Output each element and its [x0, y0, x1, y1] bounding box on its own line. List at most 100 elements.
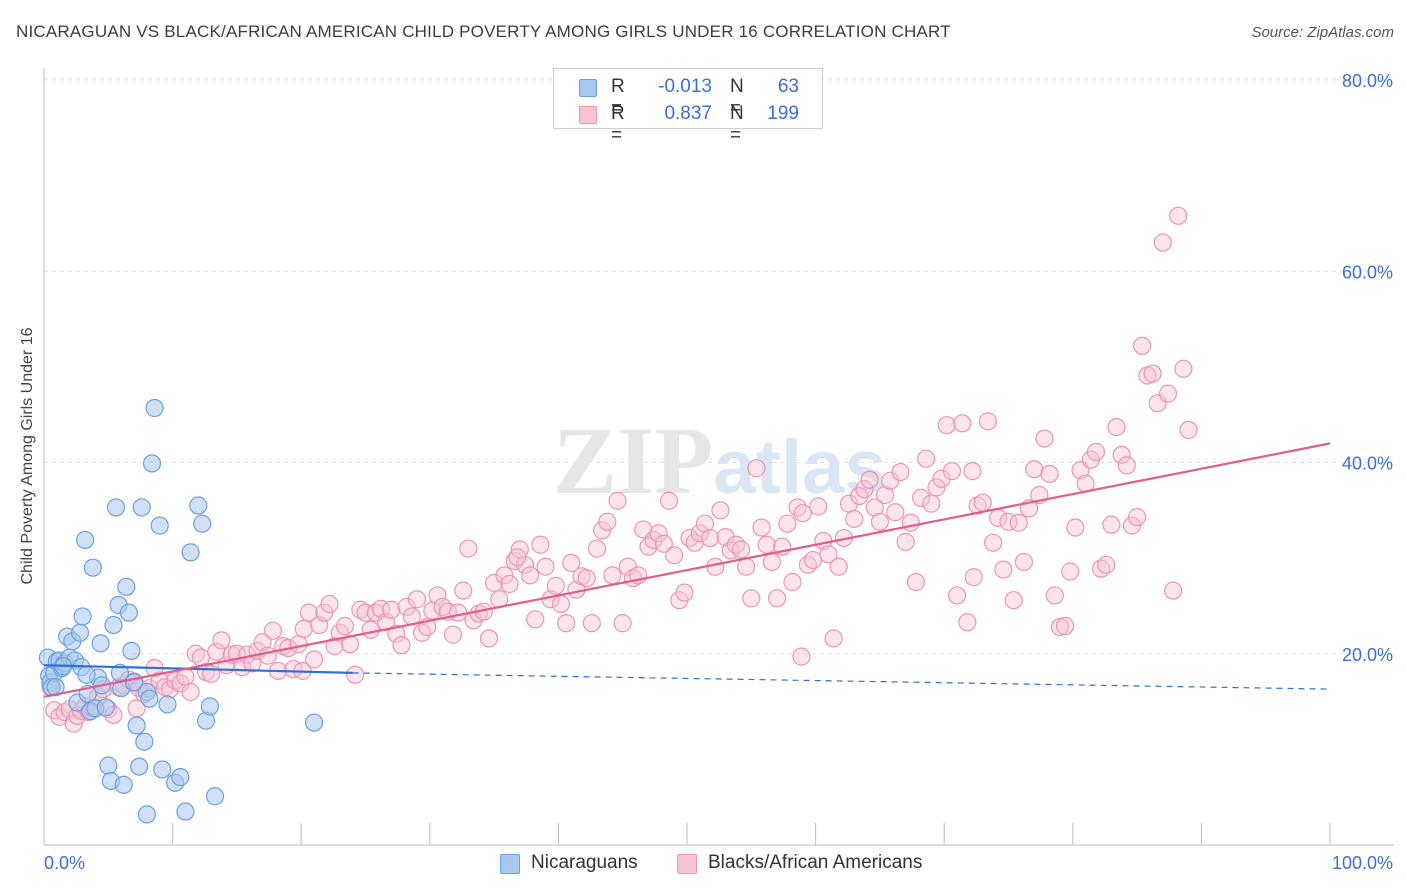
data-point-black-african-american: [1066, 518, 1085, 537]
data-point-black-african-american: [958, 613, 977, 632]
data-point-black-african-american: [608, 491, 627, 510]
data-point-black-african-american: [752, 518, 771, 537]
data-point-black-african-american: [932, 469, 951, 488]
data-point-black-african-american: [953, 414, 972, 433]
data-point-black-african-american: [711, 501, 730, 520]
data-point-black-african-american: [495, 566, 514, 585]
data-point-nicaraguan: [176, 802, 195, 821]
data-point-black-african-american: [325, 636, 344, 656]
data-point-black-african-american: [994, 560, 1013, 579]
data-point-black-african-american: [675, 583, 694, 602]
watermark-zip: ZIP: [553, 407, 713, 514]
data-point-black-african-american: [947, 586, 967, 605]
data-point-black-african-american: [855, 480, 874, 499]
data-point-black-african-american: [809, 497, 828, 516]
data-point-black-african-american: [845, 509, 864, 529]
data-point-black-african-american: [1025, 460, 1044, 479]
data-point-black-african-american: [546, 576, 565, 595]
watermark-atlas: atlas: [713, 425, 886, 510]
data-point-black-african-american: [346, 665, 365, 684]
data-point-black-african-american: [654, 534, 673, 553]
data-point-black-african-american: [253, 633, 272, 652]
data-point-black-african-american: [407, 590, 427, 609]
data-point-black-african-american: [927, 478, 946, 497]
data-point-black-african-american: [690, 524, 709, 543]
data-point-black-african-american: [443, 625, 463, 644]
data-point-black-african-american: [479, 629, 499, 648]
data-point-nicaraguan: [99, 756, 118, 775]
data-point-black-african-american: [1164, 581, 1183, 600]
pink-swatch: [677, 854, 697, 874]
data-point-black-african-american: [397, 597, 416, 616]
data-point-black-african-american: [577, 569, 596, 588]
data-point-black-african-american: [454, 581, 473, 600]
trend-line-nicaraguans: [43, 664, 353, 674]
data-point-black-african-american: [973, 493, 992, 512]
n-label: N =: [730, 103, 744, 146]
y-tick-label: 60.0%: [1342, 262, 1393, 282]
data-point-black-african-american: [613, 614, 632, 633]
data-point-black-african-american: [695, 514, 715, 533]
data-point-black-african-american: [1133, 336, 1152, 355]
y-axis-label: Child Poverty Among Girls Under 16: [19, 327, 36, 585]
y-tick-label: 80.0%: [1342, 71, 1393, 91]
data-point-black-african-american: [731, 540, 751, 559]
data-point-black-african-american: [320, 594, 339, 614]
data-point-black-african-american: [1061, 562, 1080, 581]
legend-label: Nicaraguans: [531, 852, 638, 873]
x-tick-label: 100.0%: [1332, 853, 1393, 873]
data-point-black-african-american: [659, 491, 679, 510]
data-point-black-african-american: [202, 664, 221, 683]
data-point-nicaraguan: [150, 516, 169, 535]
data-point-black-african-american: [968, 496, 987, 515]
data-point-black-african-american: [1112, 445, 1131, 464]
data-point-nicaraguan: [135, 732, 154, 751]
data-point-black-african-american: [737, 557, 756, 576]
data-point-black-african-american: [351, 600, 370, 619]
data-point-black-african-american: [757, 535, 776, 554]
data-point-nicaraguan: [91, 634, 110, 653]
data-point-black-african-american: [742, 589, 761, 608]
data-point-black-african-american: [1040, 464, 1059, 484]
data-point-nicaraguan: [122, 641, 141, 660]
data-point-black-african-american: [212, 631, 231, 650]
r-label: R =: [611, 76, 625, 119]
data-point-black-african-american: [875, 485, 895, 505]
blue-swatch: [579, 79, 597, 97]
data-point-black-african-american: [792, 647, 811, 666]
data-point-nicaraguan: [205, 787, 225, 806]
data-point-nicaraguan: [142, 454, 162, 473]
data-point-black-african-american: [557, 614, 576, 633]
data-point-black-african-american: [1158, 384, 1178, 403]
data-point-nicaraguan: [130, 757, 149, 776]
data-point-black-african-american: [896, 532, 915, 551]
legend-label: Blacks/African Americans: [708, 852, 923, 873]
data-point-black-african-american: [263, 621, 283, 640]
data-point-black-african-american: [587, 539, 607, 558]
data-point-nicaraguan: [145, 398, 164, 418]
data-point-nicaraguan: [73, 607, 92, 626]
pink-swatch: [579, 106, 597, 124]
data-point-black-african-american: [829, 557, 848, 576]
data-point-black-african-american: [1014, 552, 1034, 572]
data-point-black-african-american: [1169, 206, 1188, 225]
data-point-black-african-american: [299, 603, 319, 622]
data-point-black-african-american: [716, 527, 735, 547]
data-point-nicaraguan: [114, 775, 133, 794]
data-point-black-african-american: [917, 449, 936, 468]
data-point-black-african-american: [1009, 513, 1028, 532]
data-point-black-african-american: [531, 535, 550, 554]
data-point-black-african-american: [1143, 364, 1162, 383]
trend-line-nicaraguans-projected: [352, 672, 1331, 690]
data-point-black-african-american: [1174, 359, 1193, 378]
data-point-black-african-american: [906, 572, 926, 592]
data-point-black-african-american: [1179, 420, 1198, 440]
data-point-black-african-american: [593, 521, 612, 540]
data-point-black-african-american: [803, 550, 823, 570]
data-point-black-african-american: [922, 494, 941, 513]
n-value: 199: [767, 103, 799, 124]
data-point-black-african-american: [1035, 429, 1054, 448]
data-point-black-african-american: [788, 498, 807, 517]
r-label: R =: [611, 103, 625, 146]
n-value: 63: [777, 76, 799, 97]
